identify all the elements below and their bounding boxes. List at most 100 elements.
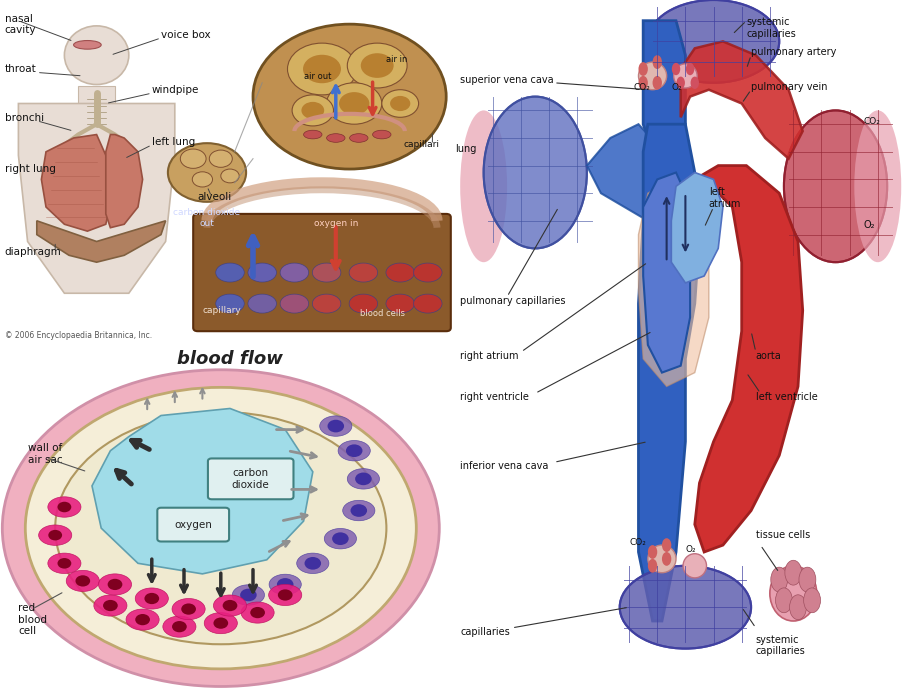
Ellipse shape <box>48 553 81 573</box>
Ellipse shape <box>303 130 322 139</box>
Text: air out: air out <box>303 72 331 81</box>
Polygon shape <box>586 124 666 221</box>
Ellipse shape <box>347 469 380 489</box>
Text: right lung: right lung <box>5 164 55 175</box>
Circle shape <box>326 83 381 124</box>
Text: left
atrium: left atrium <box>709 188 741 209</box>
Polygon shape <box>78 86 115 104</box>
Ellipse shape <box>204 613 237 633</box>
Ellipse shape <box>854 110 901 262</box>
Text: windpipe: windpipe <box>152 85 199 95</box>
Ellipse shape <box>241 602 274 623</box>
Circle shape <box>180 149 206 168</box>
Circle shape <box>686 63 694 75</box>
Circle shape <box>798 567 815 592</box>
Ellipse shape <box>320 416 352 436</box>
Ellipse shape <box>64 26 129 85</box>
Circle shape <box>240 589 256 601</box>
Circle shape <box>75 575 90 586</box>
Ellipse shape <box>297 553 329 573</box>
Text: right ventricle: right ventricle <box>460 392 528 402</box>
Circle shape <box>222 600 237 611</box>
Text: wall of
air sac: wall of air sac <box>28 444 62 465</box>
Text: nasal
cavity: nasal cavity <box>5 14 36 35</box>
Ellipse shape <box>619 566 750 649</box>
Ellipse shape <box>48 497 81 518</box>
Circle shape <box>638 62 647 76</box>
Circle shape <box>652 76 662 90</box>
Ellipse shape <box>280 263 309 282</box>
Circle shape <box>789 595 806 620</box>
Text: alveoli: alveoli <box>198 192 232 202</box>
Text: O₂: O₂ <box>863 219 874 230</box>
Text: CO₂: CO₂ <box>863 117 879 126</box>
Circle shape <box>168 143 246 202</box>
Ellipse shape <box>647 0 778 83</box>
Ellipse shape <box>39 525 72 545</box>
Polygon shape <box>671 172 722 283</box>
Ellipse shape <box>483 97 586 248</box>
Ellipse shape <box>673 63 697 88</box>
Circle shape <box>346 444 362 457</box>
Ellipse shape <box>638 62 666 90</box>
Ellipse shape <box>172 598 205 620</box>
Circle shape <box>390 96 410 111</box>
Circle shape <box>277 578 293 591</box>
Ellipse shape <box>386 263 414 282</box>
Ellipse shape <box>66 571 99 591</box>
Polygon shape <box>642 172 689 373</box>
Ellipse shape <box>324 529 357 549</box>
Text: blood cells: blood cells <box>359 309 404 319</box>
Circle shape <box>662 538 671 552</box>
Circle shape <box>172 621 187 632</box>
Text: blood flow: blood flow <box>176 351 283 368</box>
Circle shape <box>332 533 348 545</box>
Ellipse shape <box>268 584 301 606</box>
Polygon shape <box>37 221 165 262</box>
Circle shape <box>302 55 341 83</box>
Text: red
blood
cell: red blood cell <box>18 603 48 636</box>
Text: tissue cells: tissue cells <box>755 530 809 540</box>
Polygon shape <box>92 408 312 574</box>
Ellipse shape <box>647 545 675 573</box>
Text: bronchi: bronchi <box>5 112 44 123</box>
FancyBboxPatch shape <box>208 458 293 500</box>
Text: diaphragm: diaphragm <box>5 247 62 257</box>
Text: superior vena cava: superior vena cava <box>460 75 553 85</box>
Ellipse shape <box>312 294 341 313</box>
Circle shape <box>304 557 321 570</box>
Circle shape <box>287 43 357 95</box>
Ellipse shape <box>414 263 442 282</box>
Circle shape <box>253 24 446 169</box>
Text: pulmonary vein: pulmonary vein <box>750 81 827 92</box>
Circle shape <box>250 607 265 618</box>
Circle shape <box>103 600 118 611</box>
Ellipse shape <box>269 574 301 595</box>
Circle shape <box>662 552 671 566</box>
Circle shape <box>652 55 662 69</box>
Circle shape <box>775 588 791 613</box>
Circle shape <box>339 92 369 115</box>
Polygon shape <box>680 41 802 159</box>
Ellipse shape <box>460 110 506 262</box>
Text: right atrium: right atrium <box>460 351 518 361</box>
Ellipse shape <box>126 609 159 630</box>
Ellipse shape <box>349 134 368 142</box>
Ellipse shape <box>74 41 101 49</box>
Text: pulmonary artery: pulmonary artery <box>750 47 835 57</box>
Text: air in: air in <box>386 55 407 64</box>
Ellipse shape <box>414 294 442 313</box>
Circle shape <box>301 102 323 119</box>
Ellipse shape <box>248 263 276 282</box>
Text: aorta: aorta <box>755 351 780 361</box>
Ellipse shape <box>769 566 816 621</box>
Circle shape <box>803 588 820 613</box>
Text: inferior vena cava: inferior vena cava <box>460 461 548 471</box>
Text: carbon dioxide
out: carbon dioxide out <box>174 208 240 228</box>
Text: CO₂: CO₂ <box>629 538 645 547</box>
Text: capillari: capillari <box>403 140 439 150</box>
Text: O₂: O₂ <box>671 83 681 92</box>
Ellipse shape <box>682 553 706 578</box>
Ellipse shape <box>135 588 168 609</box>
Text: left lung: left lung <box>152 137 195 147</box>
